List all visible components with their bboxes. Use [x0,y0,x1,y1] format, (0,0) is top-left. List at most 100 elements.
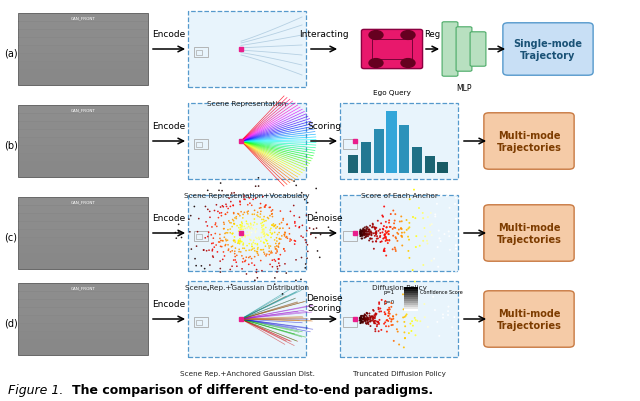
Point [355,320,365,326]
Point [252,235,262,242]
Point [383,229,393,235]
Point [381,323,391,330]
Point [204,229,214,236]
Point [360,317,371,324]
Point [239,193,250,200]
Point [249,211,259,218]
Point [380,298,390,304]
Point [260,243,271,250]
Point [235,227,245,233]
Point [241,233,251,239]
Point [236,233,246,239]
Point [280,231,290,238]
Point [284,225,294,232]
Point [359,232,369,239]
Point [385,315,395,322]
Point [243,224,253,230]
Point [274,256,284,263]
Point [371,310,381,317]
Point [220,235,230,241]
Bar [404,303,418,305]
Point [397,230,407,236]
Point [282,234,292,240]
Point [362,310,372,317]
Point [357,319,367,325]
Bar [18,308,148,315]
Point [396,226,406,232]
Point [208,254,218,261]
Bar [340,104,458,180]
Point [285,236,295,243]
Point [210,222,220,228]
Point [364,313,374,319]
Point [239,233,250,239]
Point [269,223,280,229]
Point [227,224,237,230]
Point [250,230,260,236]
Point [427,221,437,228]
Point [359,231,369,237]
Point [364,315,374,322]
Point [379,321,389,327]
Point [310,235,321,241]
Point [217,238,227,244]
Text: (a): (a) [4,49,18,59]
Point [277,291,287,298]
Point [239,245,250,252]
Point [355,318,365,324]
Bar [18,139,148,146]
Bar [18,239,148,245]
Point [443,308,453,314]
Point [360,316,370,322]
Point [384,220,394,226]
Point [282,235,292,242]
Point [253,252,264,259]
Point [311,186,321,192]
Point [364,238,374,244]
Point [216,180,226,187]
Point [378,236,388,242]
Point [359,315,369,321]
Point [238,242,248,249]
Point [383,307,394,313]
Point [233,240,243,247]
Point [390,248,401,255]
Point [356,316,366,322]
Point [241,257,251,264]
Point [264,216,274,222]
Point [252,241,262,247]
Point [359,229,369,235]
Point [380,248,390,255]
Text: p=0: p=0 [384,299,395,304]
Point [356,315,366,321]
Point [360,230,370,236]
Point [360,231,371,238]
Bar [18,283,148,355]
Point [364,227,374,233]
Point [356,233,367,239]
Point [280,229,290,236]
Point [382,237,392,244]
Point [425,223,435,229]
Point [360,318,370,324]
Point [250,196,260,202]
Point [258,223,268,230]
Point [362,313,372,319]
Point [244,241,254,247]
Point [228,257,239,263]
Point [410,317,420,324]
Point [435,235,445,242]
Bar [348,156,358,174]
Point [355,230,365,237]
Point [258,194,268,200]
Point [367,221,378,227]
Point [365,229,375,235]
Point [410,332,420,338]
Text: Interacting: Interacting [299,30,349,39]
Circle shape [369,59,383,68]
Point [447,324,458,331]
Point [225,249,236,255]
Point [253,175,264,182]
Point [250,254,260,260]
Point [397,243,408,249]
